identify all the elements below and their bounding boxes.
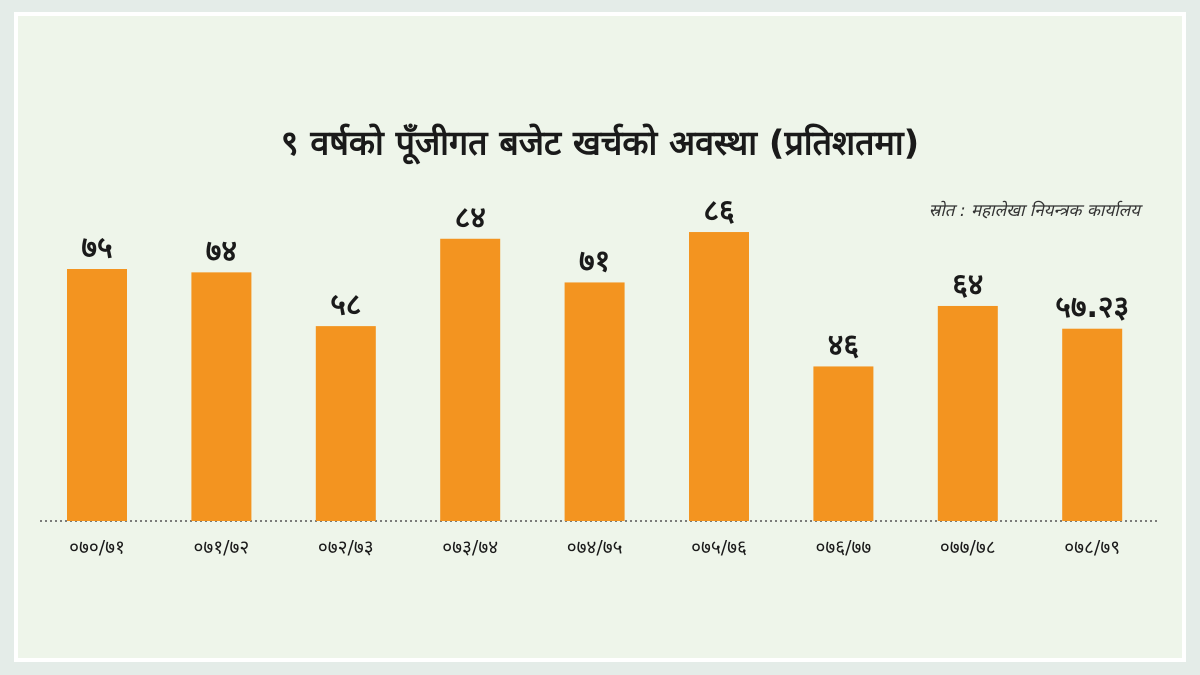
value-label: ७१: [579, 244, 610, 279]
bar: [689, 232, 749, 522]
value-label: ८६: [703, 194, 734, 229]
bar: [191, 272, 252, 521]
source-note: स्रोत : महालेखा नियन्त्रक कार्यालय: [929, 200, 1143, 221]
bar: [564, 282, 625, 521]
value-label: ५७.२३: [1055, 290, 1129, 325]
x-tick-label: ०७४/७५: [567, 537, 623, 559]
x-tick-label: ०७५/७६: [691, 537, 747, 559]
value-label: ५८: [330, 288, 361, 323]
bar: [440, 238, 501, 521]
value-label: ६४: [952, 267, 983, 302]
x-tick-label: ०७१/७२: [193, 537, 249, 559]
x-tick-label: ०७२/७३: [318, 537, 374, 559]
value-label: ७४: [206, 234, 237, 269]
x-tick-label: ०७७/७८: [940, 537, 996, 559]
value-label: ४६: [828, 328, 859, 363]
value-label: ७५: [81, 231, 112, 266]
bar: [315, 326, 376, 521]
x-tick-label: ०७०/७१: [69, 537, 125, 559]
bar: [937, 305, 998, 521]
x-tick-label: ०७३/७४: [442, 537, 498, 559]
x-tick-label: ०७८/७९: [1064, 537, 1120, 559]
bar: [813, 366, 874, 521]
value-label: ८४: [455, 200, 486, 235]
bar: [1062, 328, 1123, 521]
x-tick-label: ०७६/७७: [815, 537, 871, 559]
chart-title: ९ वर्षको पूँजीगत बजेट खर्चको अवस्था (प्र…: [281, 123, 919, 166]
bar: [67, 269, 127, 521]
